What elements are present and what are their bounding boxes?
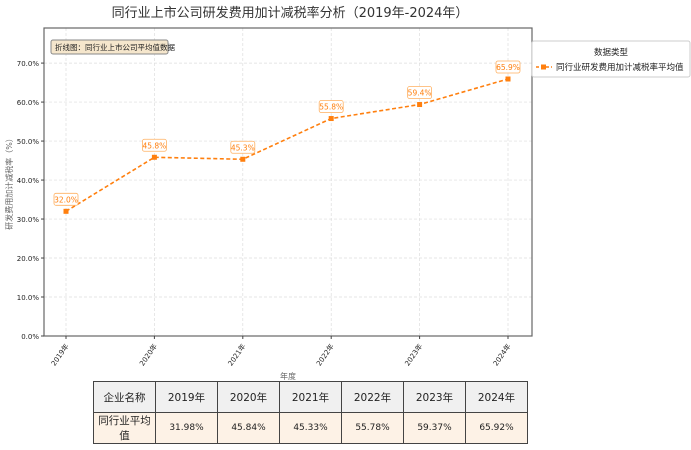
y-tick-label: 20.0% (17, 255, 40, 263)
data-label: 32.0% (54, 195, 78, 204)
series-line (65, 78, 509, 213)
table-header-row: 企业名称 2019年 2020年 2021年 2022年 2023年 2024年 (93, 381, 528, 413)
data-point (63, 208, 69, 214)
data-point (151, 154, 157, 160)
data-label: 59.4% (408, 89, 432, 98)
table-cell: 55.78% (341, 412, 404, 444)
x-tick-label: 2021年 (226, 342, 248, 368)
line-chart: 同行业上市公司研发费用加计减税率分析（2019年-2024年） 0.0% 10.0… (4, 5, 691, 380)
annotation-text: 折线图：同行业上市公司平均值数据 (55, 42, 175, 52)
legend-title: 数据类型 (594, 47, 629, 58)
chart-title: 同行业上市公司研发费用加计减税率分析（2019年-2024年） (112, 5, 469, 21)
data-label-box (407, 86, 433, 99)
table-cell: 65.92% (465, 412, 528, 444)
x-tick-label: 2020年 (137, 342, 159, 368)
y-tick-label: 60.0% (17, 99, 40, 107)
legend-entry: 同行业研发费用加计减税率平均值 (556, 62, 684, 73)
data-label: 45.8% (142, 141, 166, 150)
y-tick-label: 70.0% (17, 60, 40, 68)
data-point (240, 156, 246, 162)
table-header-cell: 2021年 (279, 381, 342, 413)
data-label-box (141, 138, 167, 152)
data-table: 企业名称 2019年 2020年 2021年 2022年 2023年 2024年… (93, 381, 528, 444)
legend: 数据类型 同行业研发费用加计减税率平均值 (531, 40, 691, 78)
legend-marker-icon (541, 64, 546, 70)
y-tick-label: 50.0% (17, 138, 40, 146)
table-header-cell: 2024年 (465, 381, 528, 413)
data-point (417, 102, 423, 108)
x-tick-label: 2019年 (49, 342, 71, 368)
table-cell: 31.98% (155, 412, 218, 444)
table-cell: 同行业平均值 (93, 412, 156, 444)
table-header-cell: 2022年 (341, 381, 404, 413)
y-tick-label: 10.0% (17, 294, 40, 302)
x-tick-label: 2024年 (491, 342, 513, 368)
data-label-box (53, 192, 79, 206)
y-tick-label: 40.0% (17, 177, 40, 185)
table-cell: 45.33% (279, 412, 342, 444)
data-label-box (318, 100, 344, 113)
data-label: 45.3% (231, 143, 255, 152)
x-tick-label: 2022年 (314, 342, 336, 368)
table-header-cell: 企业名称 (93, 381, 156, 413)
plot-frame (43, 27, 533, 337)
table-header-cell: 2019年 (155, 381, 218, 413)
data-label-box (495, 60, 521, 74)
x-axis-label: 年度 (280, 371, 296, 380)
data-point (328, 116, 334, 122)
data-point (505, 76, 511, 82)
y-tick-label: 30.0% (17, 216, 40, 224)
table-header-cell: 2020年 (217, 381, 280, 413)
table-header-cell: 2023年 (403, 381, 466, 413)
data-label: 55.8% (319, 103, 343, 112)
x-tick-label: 2023年 (403, 342, 425, 368)
table-row: 同行业平均值 31.98% 45.84% 45.33% 55.78% 59.37… (93, 412, 528, 444)
y-tick-label: 0.0% (21, 333, 39, 341)
table-cell: 45.84% (217, 412, 280, 444)
data-label: 65.9% (496, 63, 520, 72)
annotation-box: 折线图：同行业上市公司平均值数据 (50, 39, 175, 55)
y-axis-label: 研发费用加计减税率（%） (4, 134, 14, 230)
data-label-box (230, 140, 256, 154)
table-cell: 59.37% (403, 412, 466, 444)
